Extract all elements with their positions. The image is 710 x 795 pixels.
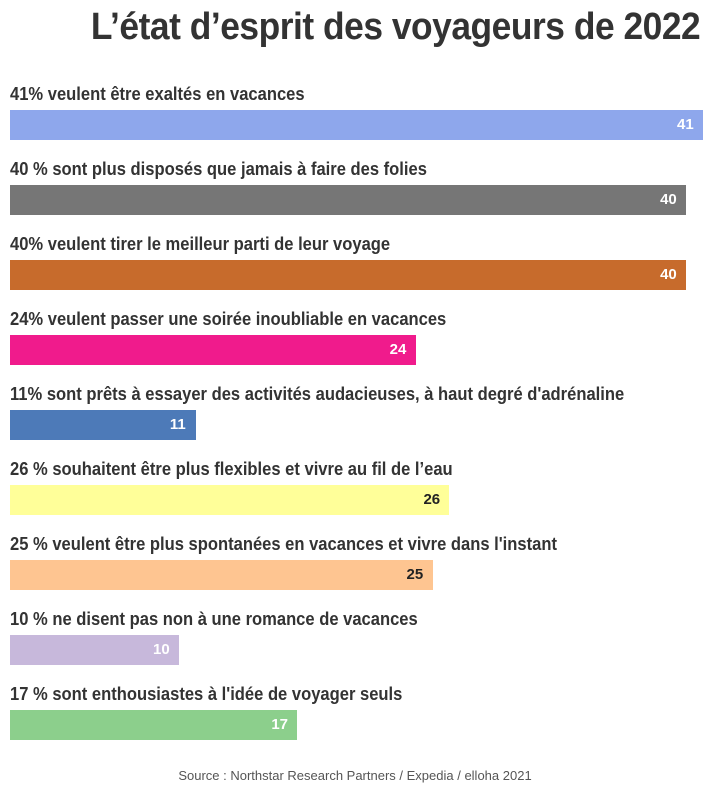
- bar-value-label: 11: [169, 416, 186, 433]
- bar: [10, 635, 180, 665]
- bar: [10, 260, 687, 290]
- source-note: Source : Northstar Research Partners / E…: [178, 768, 532, 783]
- bar: [10, 335, 416, 365]
- bar-value-label: 24: [389, 341, 407, 358]
- bar-value-label: 26: [423, 491, 441, 508]
- category-label: 41% veulent être exaltés en vacances: [10, 84, 305, 104]
- category-label: 11% sont prêts à essayer des activités a…: [10, 384, 625, 404]
- category-label: 25 % veulent être plus spontanées en vac…: [10, 534, 557, 554]
- bar: [10, 185, 687, 215]
- category-label: 10 % ne disent pas non à une romance de …: [10, 609, 418, 629]
- category-label: 40% veulent tirer le meilleur parti de l…: [10, 234, 391, 254]
- category-label: 24% veulent passer une soirée inoubliabl…: [10, 309, 447, 329]
- bar-value-label: 17: [271, 716, 289, 733]
- bar-value-label: 41: [677, 116, 694, 133]
- bar: [10, 410, 196, 440]
- category-label: 40 % sont plus disposés que jamais à fai…: [10, 159, 427, 179]
- bar: [10, 110, 703, 140]
- bar-value-label: 40: [660, 266, 677, 283]
- category-label: 17 % sont enthousiastes à l'idée de voya…: [10, 684, 403, 704]
- bar-value-label: 10: [153, 641, 170, 658]
- category-label: 26 % souhaitent être plus flexibles et v…: [10, 459, 453, 479]
- bar: [10, 485, 450, 515]
- chart-title: L’état d’esprit des voyageurs de 2022: [90, 6, 701, 48]
- bar: [10, 710, 298, 740]
- bar: [10, 560, 433, 590]
- bar-value-label: 40: [660, 191, 677, 208]
- bar-value-label: 25: [406, 566, 424, 583]
